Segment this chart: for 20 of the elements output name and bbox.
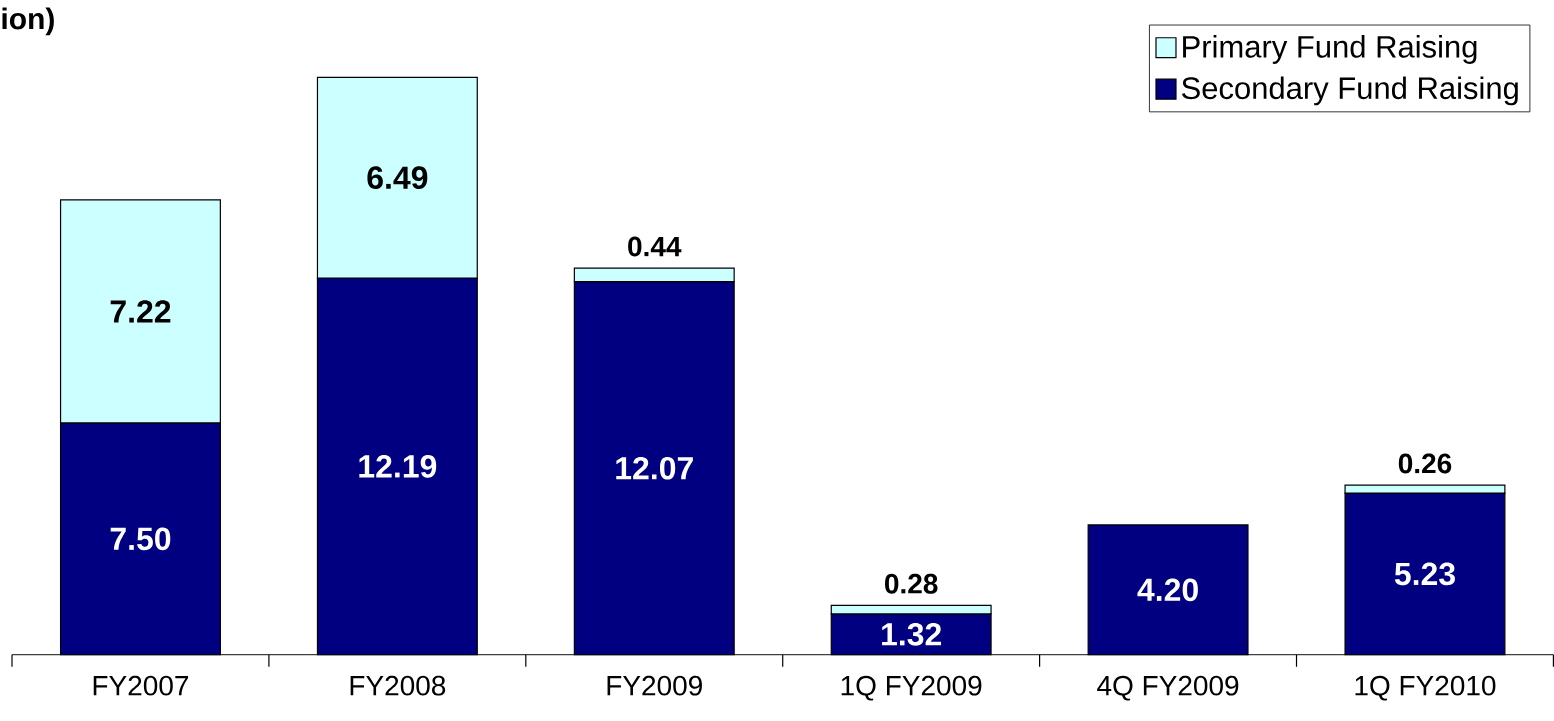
data-label: 12.19 [359,455,437,478]
x-tick-label: 4Q FY2009 [1097,675,1239,701]
data-label: 12.07 [616,457,693,480]
x-tick-label: FY2009 [607,675,702,696]
legend-label: Secondary Fund Raising [1181,76,1518,106]
data-label: 0.44 [628,236,682,257]
data-label: 5.23 [1394,562,1455,586]
x-tick-label: 1Q FY2009 [841,675,982,701]
x-tick-label: FY2008 [350,675,446,696]
x-tick-label: FY2007 [93,675,189,696]
data-label: 0.26 [1398,453,1452,474]
data-label: 7.50 [110,527,171,551]
data-label: 4.20 [1137,578,1198,602]
chart-title: ion) [2,7,54,36]
data-label: 6.49 [367,166,428,190]
data-label: 7.22 [110,300,171,323]
x-tick-label: 1Q FY2010 [1355,675,1496,701]
legend-label: Primary Fund Raising [1183,35,1477,65]
data-label: 0.28 [885,573,938,594]
data-label: 1.32 [882,623,942,646]
